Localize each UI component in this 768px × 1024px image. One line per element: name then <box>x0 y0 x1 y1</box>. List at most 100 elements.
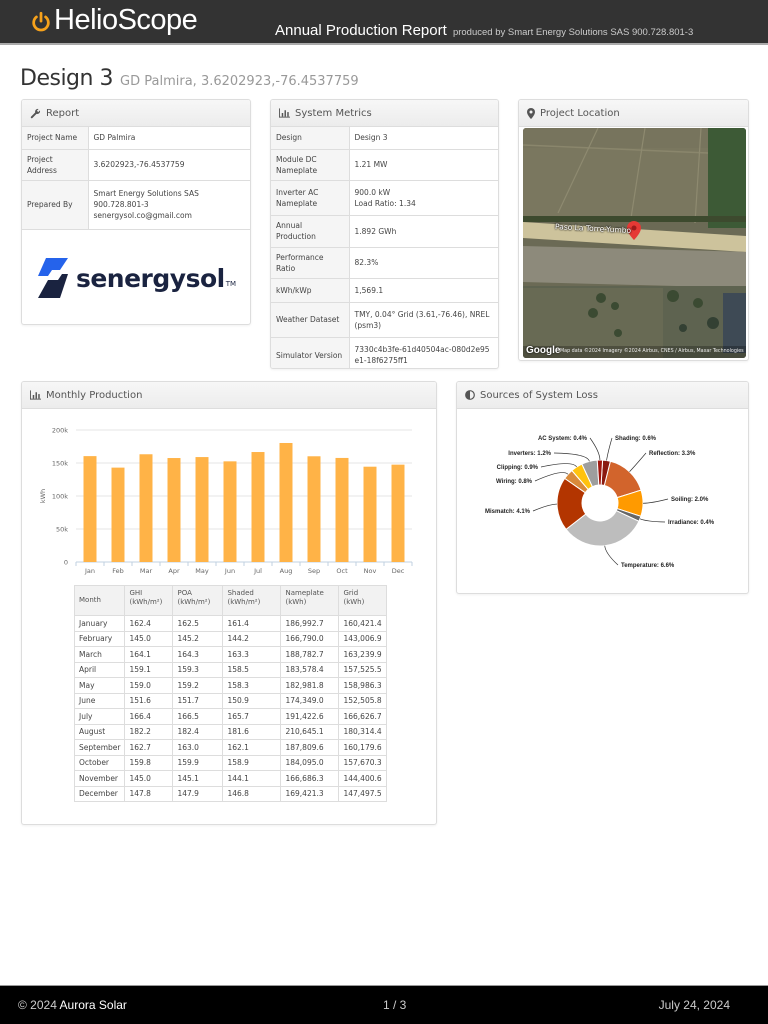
load-ratio-value: Load Ratio: 1.34 <box>354 199 416 208</box>
x-tick-label: Aug <box>280 567 293 575</box>
bar-jun[interactable] <box>223 461 237 562</box>
row-value: 82.3% <box>349 246 498 279</box>
table-cell: December <box>73 785 126 802</box>
monthly-production-header: Monthly Production <box>22 382 436 409</box>
header-label: Shaded <box>227 589 254 597</box>
table-cell: 159.0 <box>124 677 174 694</box>
slice-label: AC System: 0.4% <box>538 436 588 442</box>
bar-chart-icon <box>279 108 290 118</box>
slice-temperature[interactable] <box>565 509 640 547</box>
table-cell: 145.0 <box>124 770 174 787</box>
table-cell: 162.1 <box>222 739 282 756</box>
google-logo: Google <box>526 345 561 356</box>
monthly-production-bar-chart: 0 50k 100k 150k 200k kWh Jan Feb Mar Apr May Jun Jul… <box>39 427 413 575</box>
slice-label: Soiling: 2.0% <box>671 497 709 503</box>
row-value: 1,569.1 <box>349 278 498 303</box>
prepared-by-company: Smart Energy Solutions SAS 900.728.801-3 <box>93 188 199 210</box>
power-icon <box>32 11 50 31</box>
system-loss-donut-chart: Shading: 0.6% Reflection: 3.3% Soiling: 2.… <box>485 436 715 569</box>
row-label: Weather Dataset <box>271 302 350 338</box>
footer-copyright: © 2024 Aurora Solar <box>18 998 127 1012</box>
header-unit: (kWh) <box>285 598 307 607</box>
monthly-production-title: Monthly Production <box>46 389 143 401</box>
header-unit: (kWh/m²) <box>129 598 163 607</box>
table-cell: 188,782.7 <box>280 646 340 663</box>
bar-feb[interactable] <box>111 467 125 562</box>
table-cell: October <box>73 754 126 771</box>
table-row: Annual Production 1.892 GWh <box>271 215 498 247</box>
table-cell: February <box>73 630 126 647</box>
bar-oct[interactable] <box>335 457 349 562</box>
table-row: October 159.8 159.9 158.9 184,095.0 157,670.3 <box>73 754 387 771</box>
report-title-main: Annual Production Report <box>275 22 447 39</box>
bar-jul[interactable] <box>251 452 265 562</box>
helioscope-logo: HelioScope <box>30 4 198 37</box>
label-connector <box>629 452 647 472</box>
table-cell: 162.5 <box>172 615 224 632</box>
bar-mar[interactable] <box>139 454 153 562</box>
header-label: Nameplate <box>285 589 324 597</box>
label-connector <box>639 518 666 523</box>
header-unit: (kWh/m²) <box>227 598 261 607</box>
table-cell: 147,497.5 <box>338 785 387 802</box>
table-cell: 159.8 <box>124 754 174 771</box>
bar-apr[interactable] <box>167 458 181 562</box>
table-row: September 162.7 163.0 162.1 187,809.6 160,179… <box>73 739 387 756</box>
row-label: kWh/kWp <box>271 278 350 303</box>
bar-sep[interactable] <box>307 456 321 562</box>
table-cell: 163.0 <box>172 739 224 756</box>
table-cell: 169,421.3 <box>280 785 340 802</box>
header-label: POA <box>177 589 192 597</box>
table-cell: 152,505.8 <box>338 692 387 709</box>
slice-label: Mismatch: 4.1% <box>485 509 531 515</box>
bar-dec[interactable] <box>391 464 405 562</box>
table-cell: 174,349.0 <box>280 692 340 709</box>
table-cell: 164.3 <box>172 646 224 663</box>
bar-nov[interactable] <box>363 466 377 562</box>
table-cell: 181.6 <box>222 723 282 740</box>
table-cell: 182.4 <box>172 723 224 740</box>
table-cell: 182,981.8 <box>280 677 340 694</box>
y-tick-label: 100k <box>52 493 68 501</box>
table-cell: 187,809.6 <box>280 739 340 756</box>
x-tick-label: Dec <box>392 567 405 575</box>
table-cell: 191,422.6 <box>280 708 340 725</box>
row-value: 7330c4b3fe-61d40504ac-080d2e95e1-18f6275… <box>349 337 498 368</box>
bar-jan[interactable] <box>83 456 97 562</box>
brand-name: senergysol <box>75 263 225 293</box>
slice-ac-system[interactable] <box>596 459 604 486</box>
slice-label: Clipping: 0.9% <box>497 465 539 471</box>
column-header: Shaded (kWh/m²) <box>222 585 282 616</box>
row-label: Design <box>271 127 350 149</box>
row-value: GD Palmira <box>93 133 136 143</box>
report-date: July 24, 2024 <box>658 998 730 1012</box>
report-title-sub: produced by Smart Energy Solutions SAS 9… <box>452 27 694 38</box>
header-unit: (kWh) <box>343 598 365 607</box>
map-marker-icon <box>527 107 535 119</box>
table-cell: 186,992.7 <box>280 615 340 632</box>
logo-text: HelioScope <box>54 4 198 36</box>
table-row: Simulator Version 7330c4b3fe-61d40504ac-… <box>271 337 498 368</box>
bar-aug[interactable] <box>279 442 293 562</box>
map-attribution[interactable]: Map data ©2024 Imagery ©2024 Airbus, CNE… <box>560 349 744 354</box>
row-value: 1.892 GWh <box>349 215 498 247</box>
bar-may[interactable] <box>195 457 209 562</box>
table-row: Project Address 3.6202923,-76.4537759 <box>22 148 250 181</box>
table-row: May 159.0 159.2 158.3 182,981.8 158,986.3 <box>73 677 387 694</box>
top-bar: HelioScope Annual Production Report prod… <box>0 0 768 45</box>
page-heading: Design 3 GD Palmira, 3.6202923,-76.45377… <box>20 66 359 91</box>
header-label: Month <box>79 595 101 604</box>
x-tick-label: Nov <box>364 567 377 575</box>
table-row: kWh/kWp 1,569.1 <box>271 278 498 303</box>
table-cell: 145.1 <box>172 770 224 787</box>
x-tick-label: Jul <box>253 567 262 575</box>
y-tick-label: 50k <box>56 526 68 534</box>
table-row: February 145.0 145.2 144.2 166,790.0 143,006.… <box>73 630 387 647</box>
system-metrics-header: System Metrics <box>271 100 498 127</box>
column-header: Grid (kWh) <box>338 585 387 616</box>
half-circle-icon <box>465 390 475 400</box>
system-loss-panel: Sources of System Loss Shading: 0.6% Refl… <box>456 381 749 594</box>
table-cell: August <box>73 723 126 740</box>
satellite-map[interactable]: Paso La Torre-Yumbo Google Map data ©202… <box>523 128 746 358</box>
table-cell: 160,421.4 <box>338 615 387 632</box>
